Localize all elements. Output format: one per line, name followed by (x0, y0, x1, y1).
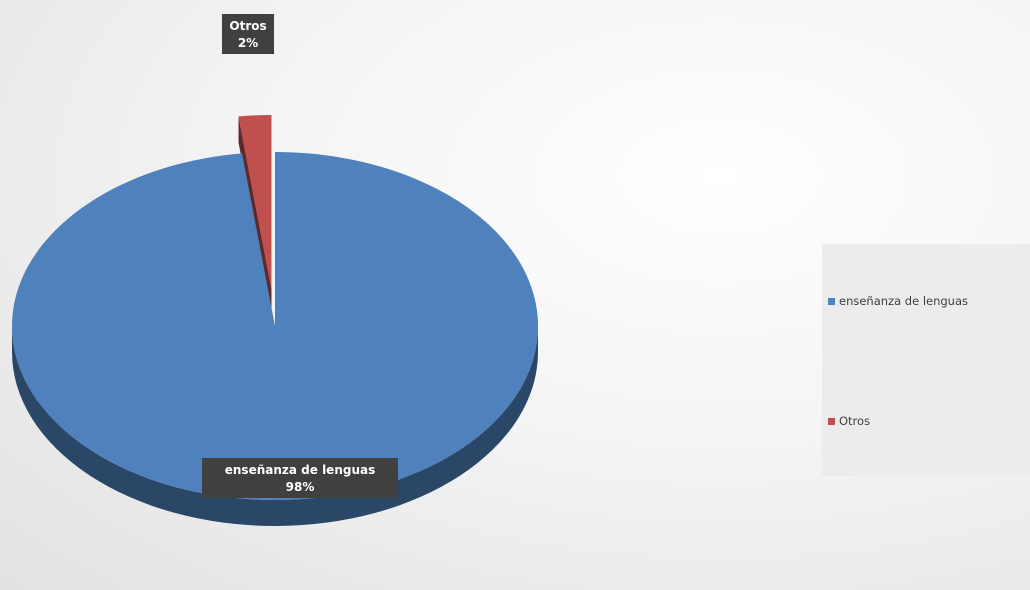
legend-swatch-ensenanza (828, 297, 835, 305)
legend-item-ensenanza[interactable]: enseñanza de lenguas (828, 294, 968, 308)
legend-label-otros: Otros (839, 414, 871, 428)
data-label-box-ensenanza (202, 458, 398, 498)
data-label-name-otros: Otros (229, 19, 266, 33)
data-label-value-ensenanza: 98% (286, 480, 315, 494)
legend-label-ensenanza: enseñanza de lenguas (839, 294, 969, 308)
legend: enseñanza de lenguas Otros (822, 244, 1030, 476)
pie-slice-ensenanza[interactable] (11, 152, 538, 501)
data-labels: enseñanza de lenguas 98% Otros 2% (202, 14, 398, 498)
pie-slice-otros[interactable] (238, 115, 272, 290)
data-label-value-otros: 2% (238, 36, 258, 50)
data-label-box-otros (222, 14, 274, 54)
data-label-name-ensenanza: enseñanza de lenguas (225, 463, 375, 477)
legend-item-otros[interactable]: Otros (828, 414, 870, 428)
legend-swatch-otros (828, 417, 835, 425)
pie-top (11, 115, 538, 501)
